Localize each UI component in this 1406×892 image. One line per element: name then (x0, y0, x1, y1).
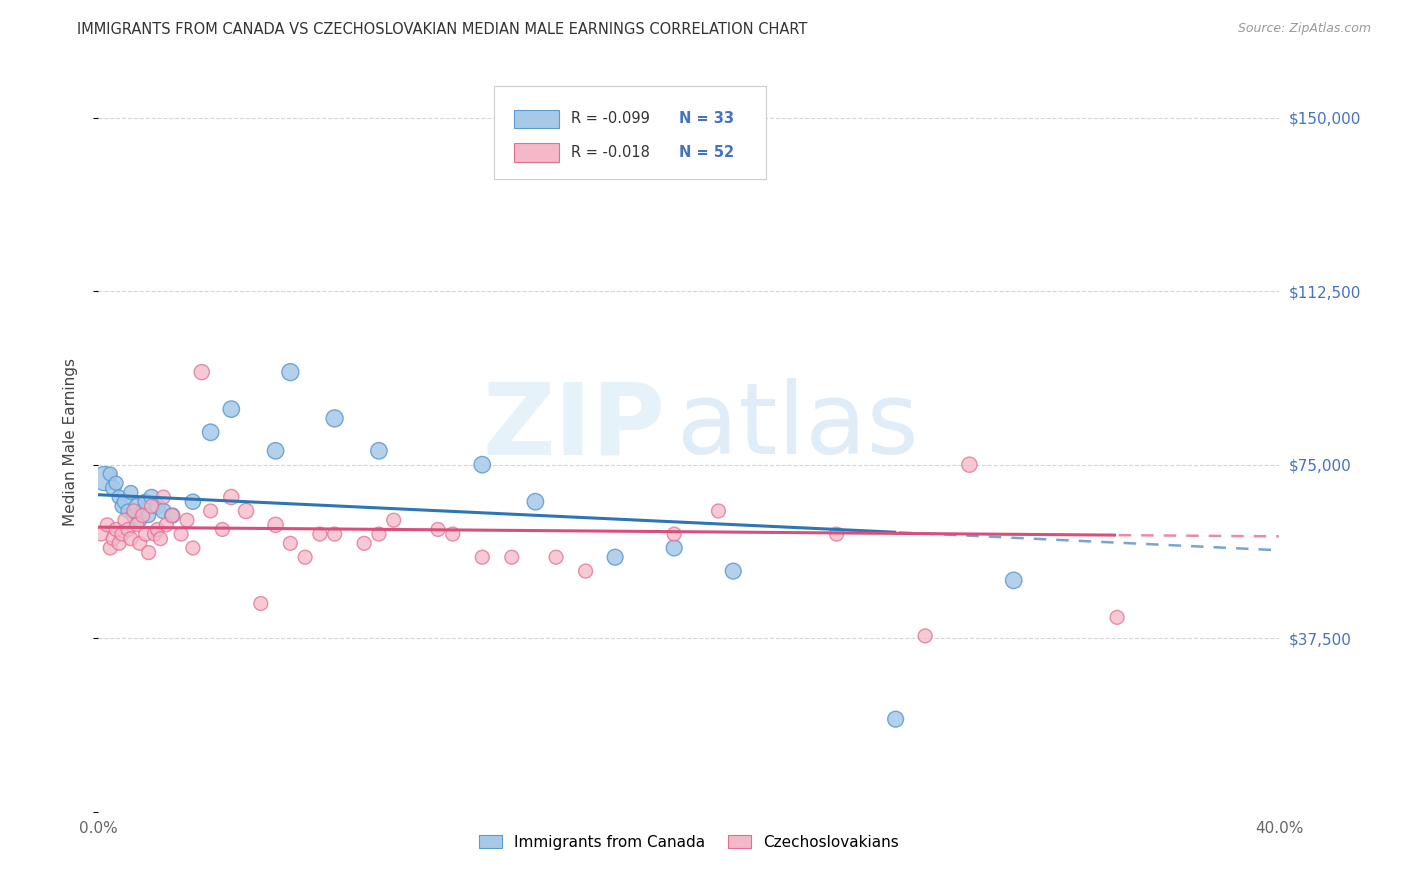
Text: IMMIGRANTS FROM CANADA VS CZECHOSLOVAKIAN MEDIAN MALE EARNINGS CORRELATION CHART: IMMIGRANTS FROM CANADA VS CZECHOSLOVAKIA… (77, 22, 807, 37)
Point (250, 597, 273, 611)
Point (664, 527, 686, 541)
Point (471, 458, 494, 472)
Point (280, 536, 302, 550)
Point (1107, 610, 1129, 624)
Point (122, 504, 145, 518)
Point (108, 536, 131, 550)
Point (141, 490, 163, 504)
Text: Source: ZipAtlas.com: Source: ZipAtlas.com (1237, 22, 1371, 36)
Point (368, 443, 391, 458)
Point (723, 564, 745, 578)
Point (181, 541, 204, 555)
Point (143, 527, 166, 541)
FancyBboxPatch shape (515, 110, 560, 128)
Point (138, 545, 160, 560)
Point (575, 564, 598, 578)
Point (108, 490, 131, 504)
Point (211, 523, 233, 537)
Point (111, 527, 134, 541)
Point (155, 517, 177, 532)
Point (200, 504, 222, 518)
Point (501, 550, 523, 565)
Point (152, 490, 174, 504)
Point (117, 504, 139, 518)
Point (152, 504, 174, 518)
Point (200, 425, 222, 440)
Point (441, 527, 464, 541)
Point (132, 504, 155, 518)
Point (323, 411, 346, 425)
Point (1002, 574, 1025, 588)
Text: N = 52: N = 52 (679, 145, 734, 160)
Point (128, 513, 150, 527)
Point (114, 513, 136, 527)
Text: N = 33: N = 33 (679, 112, 734, 127)
Point (294, 550, 316, 565)
Y-axis label: Median Male Earnings: Median Male Earnings (63, 358, 77, 525)
Point (141, 500, 163, 514)
Point (264, 517, 287, 532)
Point (122, 508, 145, 523)
Point (309, 527, 332, 541)
Point (98, 541, 121, 555)
Point (146, 500, 169, 514)
Point (146, 523, 169, 537)
Point (125, 517, 148, 532)
Point (98, 467, 121, 481)
Point (707, 504, 730, 518)
Point (114, 494, 136, 508)
FancyBboxPatch shape (494, 87, 766, 178)
Point (605, 550, 627, 565)
Point (135, 527, 157, 541)
Point (221, 490, 243, 504)
Point (176, 513, 198, 527)
Point (959, 458, 981, 472)
Legend: Immigrants from Canada, Czechoslovakians: Immigrants from Canada, Czechoslovakians (472, 829, 905, 856)
Point (93, 471, 115, 485)
Point (111, 500, 134, 514)
FancyBboxPatch shape (515, 144, 560, 161)
Point (170, 527, 193, 541)
Point (221, 402, 243, 417)
Point (103, 532, 125, 546)
Point (181, 494, 204, 508)
Text: atlas: atlas (678, 378, 918, 475)
Point (90, 527, 112, 541)
Point (427, 523, 450, 537)
Point (132, 508, 155, 523)
Point (664, 541, 686, 555)
Point (825, 527, 848, 541)
Text: R = -0.018: R = -0.018 (571, 145, 650, 160)
Point (353, 536, 375, 550)
Point (162, 508, 183, 523)
Point (138, 508, 160, 523)
Point (117, 523, 139, 537)
Point (128, 536, 150, 550)
Point (546, 550, 568, 565)
Point (382, 513, 405, 527)
Point (120, 485, 142, 500)
Point (125, 500, 148, 514)
Point (524, 494, 547, 508)
Point (135, 494, 157, 508)
Text: ZIP: ZIP (482, 378, 665, 475)
Point (280, 365, 302, 379)
Point (191, 365, 214, 379)
Point (323, 527, 346, 541)
Point (264, 443, 287, 458)
Point (884, 712, 907, 726)
Point (96, 517, 118, 532)
Point (105, 523, 128, 537)
Point (368, 527, 391, 541)
Point (149, 532, 172, 546)
Point (162, 508, 183, 523)
Point (103, 481, 125, 495)
Text: R = -0.099: R = -0.099 (571, 112, 650, 127)
Point (914, 629, 936, 643)
Point (235, 504, 257, 518)
Point (105, 476, 128, 491)
Point (471, 550, 494, 565)
Point (120, 532, 142, 546)
